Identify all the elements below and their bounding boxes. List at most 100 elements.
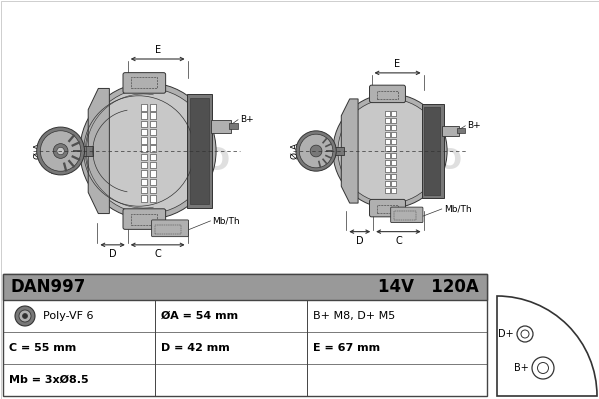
Bar — [68, 134, 75, 142]
Bar — [457, 128, 465, 133]
Circle shape — [338, 99, 442, 203]
Bar — [391, 181, 396, 186]
Text: D = 42 mm: D = 42 mm — [161, 343, 230, 353]
Bar — [318, 160, 321, 168]
Text: B+ M8, D+ M5: B+ M8, D+ M5 — [313, 311, 395, 321]
Circle shape — [53, 144, 68, 158]
Bar — [71, 155, 80, 161]
Bar — [391, 174, 396, 179]
Text: B+: B+ — [240, 115, 253, 124]
FancyBboxPatch shape — [370, 85, 406, 103]
Bar — [141, 104, 147, 111]
Circle shape — [532, 357, 554, 379]
Bar — [385, 146, 390, 151]
Bar — [68, 160, 75, 168]
Text: Ø A: Ø A — [291, 143, 300, 159]
Text: DENSO: DENSO — [348, 147, 462, 175]
Text: Mb/Th: Mb/Th — [213, 216, 240, 225]
Polygon shape — [341, 99, 358, 203]
Bar — [325, 154, 332, 159]
Bar — [63, 162, 68, 172]
Bar — [141, 154, 147, 160]
Text: D+: D+ — [498, 329, 514, 339]
Text: Ø A: Ø A — [34, 143, 43, 159]
Bar — [150, 113, 156, 119]
Bar — [150, 195, 156, 201]
Circle shape — [23, 314, 28, 318]
Bar — [190, 98, 208, 204]
Bar — [141, 187, 147, 194]
Bar — [385, 118, 390, 123]
Bar — [391, 111, 396, 116]
Bar — [442, 126, 459, 136]
Bar — [150, 154, 156, 160]
Bar — [150, 129, 156, 135]
Text: E = 67 mm: E = 67 mm — [313, 343, 380, 353]
Bar — [391, 118, 396, 123]
Bar — [150, 137, 156, 144]
Bar — [141, 137, 147, 144]
Bar — [326, 150, 333, 152]
Text: ØA = 54 mm: ØA = 54 mm — [161, 311, 238, 321]
Bar — [322, 138, 328, 144]
Bar — [141, 170, 147, 177]
Bar — [391, 146, 396, 151]
Bar — [385, 153, 390, 158]
Bar — [385, 181, 390, 186]
Bar — [391, 139, 396, 144]
FancyBboxPatch shape — [370, 200, 406, 217]
Bar — [229, 123, 238, 129]
Bar — [391, 132, 396, 137]
Text: Mb = 3xØ8.5: Mb = 3xØ8.5 — [9, 375, 89, 385]
Circle shape — [310, 145, 322, 157]
Circle shape — [15, 306, 35, 326]
Bar — [141, 162, 147, 168]
Bar — [425, 107, 440, 195]
Bar — [391, 125, 396, 130]
FancyBboxPatch shape — [123, 209, 166, 229]
Text: E: E — [155, 45, 161, 55]
Bar — [141, 113, 147, 119]
Bar — [385, 167, 390, 172]
Bar — [377, 205, 398, 213]
Circle shape — [86, 89, 211, 213]
Bar — [150, 170, 156, 177]
Bar — [391, 167, 396, 172]
Polygon shape — [88, 89, 110, 213]
Bar — [211, 120, 231, 132]
Bar — [385, 188, 390, 193]
Bar — [187, 94, 213, 208]
Bar — [391, 188, 396, 193]
Bar — [394, 211, 416, 220]
Bar — [71, 141, 80, 147]
Bar — [391, 153, 396, 158]
Bar — [141, 129, 147, 135]
FancyBboxPatch shape — [123, 73, 166, 93]
Circle shape — [521, 330, 529, 338]
Bar — [141, 179, 147, 185]
Text: D: D — [109, 249, 116, 259]
Text: E: E — [395, 59, 401, 69]
Bar — [377, 91, 398, 99]
Text: C: C — [395, 236, 402, 246]
FancyBboxPatch shape — [152, 220, 189, 237]
Circle shape — [517, 326, 533, 342]
Bar — [73, 150, 82, 152]
Text: B+: B+ — [515, 363, 529, 373]
Circle shape — [537, 363, 549, 373]
Circle shape — [19, 310, 31, 322]
Bar — [298, 147, 344, 155]
Bar — [385, 132, 390, 137]
Bar — [385, 160, 390, 165]
Bar — [38, 146, 93, 156]
Text: DENSO: DENSO — [105, 146, 231, 176]
Bar — [131, 213, 157, 225]
Text: DAN997: DAN997 — [11, 278, 86, 296]
Circle shape — [300, 134, 333, 168]
Bar — [155, 225, 181, 234]
Bar — [131, 77, 157, 89]
FancyBboxPatch shape — [391, 207, 423, 223]
Bar — [150, 162, 156, 168]
Text: Poly-VF 6: Poly-VF 6 — [43, 311, 93, 321]
Wedge shape — [497, 296, 597, 396]
